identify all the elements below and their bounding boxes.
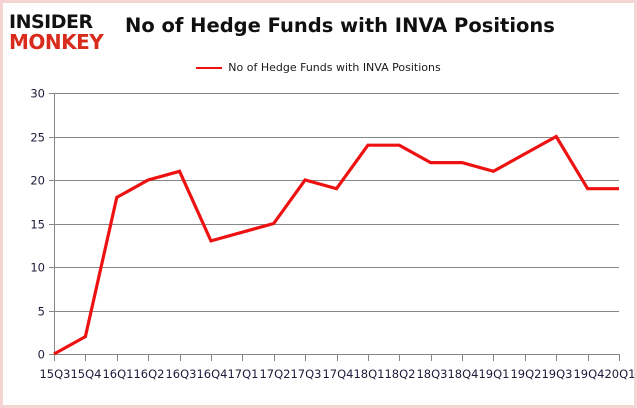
legend-entry-label: No of Hedge Funds with INVA Positions [228,61,441,74]
x-tick-label: 16Q2 [133,367,164,381]
y-tick-label: 10 [30,261,45,275]
chart-title: No of Hedge Funds with INVA Positions [125,14,555,37]
chart-legend: No of Hedge Funds with INVA Positions [3,61,634,74]
x-tick-label: 17Q1 [227,367,258,381]
x-tick-label: 18Q4 [447,367,478,381]
x-tick-label: 15Q4 [70,367,101,381]
x-tick-label: 18Q2 [384,367,415,381]
x-tick-label: 17Q3 [290,367,321,381]
legend-color-swatch [196,66,223,69]
y-tick-label: 30 [30,87,45,101]
y-tick-label: 25 [30,131,45,145]
x-tick-label: 20Q1 [604,367,634,381]
data-series [53,134,619,356]
x-tick-label: 17Q2 [259,367,290,381]
insider-monkey-logo: INSIDER MONKEY [9,12,117,54]
plot-area: 0 5 10 15 20 25 30 15Q3 15Q4 16Q1 16Q2 16Q3 16Q4 17Q… [3,83,634,405]
x-tick-label: 18Q3 [416,367,447,381]
x-tick-label: 18Q1 [353,367,384,381]
x-tick-label: 19Q1 [478,367,509,381]
x-tick-label: 15Q3 [39,367,70,381]
y-tick-label: 5 [38,305,45,319]
x-tick-label: 16Q1 [102,367,133,381]
x-axis-ticks: 15Q3 15Q4 16Q1 16Q2 16Q3 16Q4 17Q1 17Q2 17Q3 17Q4… [39,354,634,381]
logo-text-monkey: MONKEY [9,30,104,54]
x-tick-label: 17Q4 [322,367,353,381]
x-tick-label: 16Q4 [196,367,227,381]
y-tick-label: 15 [30,218,45,232]
y-axis-ticks: 0 5 10 15 20 25 30 [30,87,54,362]
series-line [53,134,619,356]
x-tick-label: 19Q3 [541,367,572,381]
y-tick-label: 20 [30,174,45,188]
x-tick-label: 16Q3 [165,367,196,381]
y-tick-label: 0 [38,348,45,362]
logo-text-insider: INSIDER [9,11,93,33]
x-tick-label: 19Q4 [573,367,604,381]
x-tick-label: 19Q2 [510,367,541,381]
gridlines [54,93,619,361]
